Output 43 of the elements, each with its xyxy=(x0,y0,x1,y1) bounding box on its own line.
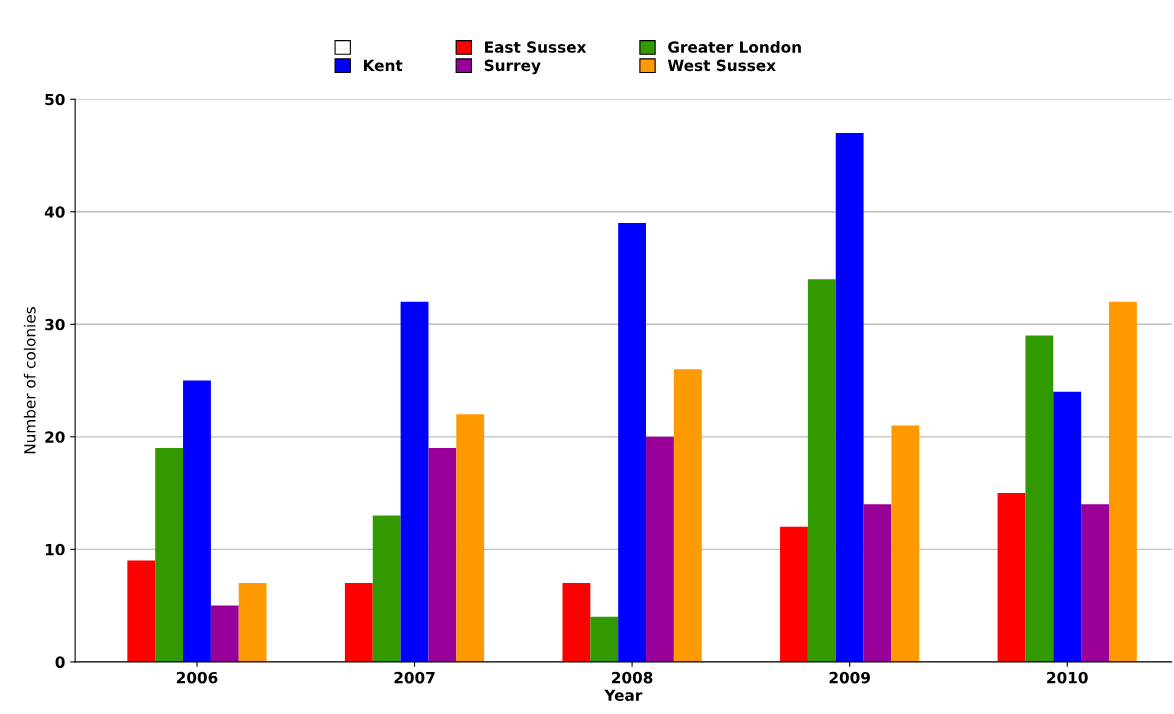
bar xyxy=(1025,335,1054,662)
bar xyxy=(344,583,373,662)
legend-label: Surrey xyxy=(484,59,541,75)
bar xyxy=(183,380,211,662)
y-axis-title: Number of colonies xyxy=(23,307,36,454)
bar xyxy=(891,425,920,662)
bar xyxy=(400,301,429,662)
y-tick-label: 0 xyxy=(55,656,65,668)
bar xyxy=(618,223,647,662)
y-tick-label: 10 xyxy=(45,543,65,556)
bar xyxy=(673,369,702,662)
bar xyxy=(127,560,156,662)
y-tick-label: 20 xyxy=(45,431,65,443)
bar xyxy=(428,448,457,662)
y-tick-label: 30 xyxy=(45,318,65,331)
legend-label: Kent xyxy=(363,59,403,72)
bar xyxy=(863,504,892,662)
bar xyxy=(997,493,1026,662)
legend-label: Greater London xyxy=(668,41,801,53)
bar xyxy=(1053,391,1082,662)
bar xyxy=(835,133,864,662)
bar xyxy=(562,583,591,662)
bar xyxy=(210,605,239,662)
bar xyxy=(807,279,836,662)
bar xyxy=(1081,504,1109,662)
x-tick-label: 2009 xyxy=(829,671,870,684)
x-tick-label: 2007 xyxy=(394,671,435,684)
y-tick-label: 50 xyxy=(45,93,65,106)
legend-label: East Sussex xyxy=(485,41,587,53)
y-tick-label: 40 xyxy=(44,206,65,218)
bar xyxy=(372,515,401,662)
bar xyxy=(456,414,485,662)
bar xyxy=(646,436,674,662)
bar xyxy=(155,448,184,662)
x-tick-label: 2008 xyxy=(612,671,653,684)
bar xyxy=(590,616,619,662)
x-tick-label: 2010 xyxy=(1047,671,1088,684)
x-tick-label: 2006 xyxy=(176,671,218,684)
bar xyxy=(238,583,267,662)
legend-label: West Sussex xyxy=(667,59,776,72)
bar xyxy=(780,526,808,662)
bar xyxy=(1108,301,1137,662)
x-axis-title: Year xyxy=(604,689,643,701)
